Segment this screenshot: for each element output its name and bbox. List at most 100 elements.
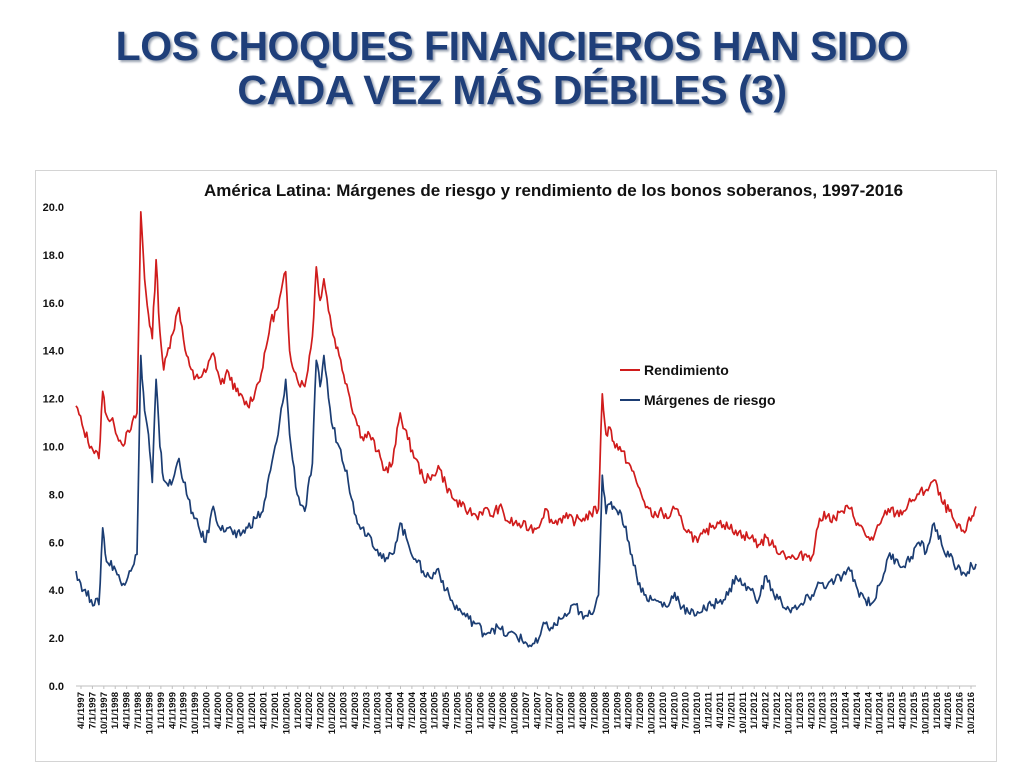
x-tick-label: 1/1/1999 — [156, 692, 167, 729]
x-tick-label: 7/1/2012 — [772, 692, 783, 729]
x-tick-label: 7/1/2007 — [544, 692, 555, 729]
x-tick-label: 4/1/2000 — [213, 692, 224, 729]
x-tick-label: 10/1/2014 — [875, 691, 886, 734]
x-tick-label: 10/1/2000 — [236, 692, 247, 734]
x-tick-label: 4/1/2007 — [532, 692, 543, 729]
x-tick-label: 7/1/2008 — [589, 692, 600, 729]
x-tick-label: 1/1/2002 — [293, 692, 304, 729]
x-tick-label: 10/1/2015 — [920, 691, 931, 734]
x-tick-label: 1/1/2001 — [247, 691, 258, 729]
slide-title-line2: CADA VEZ MÁS DÉBILES (3) — [237, 67, 787, 113]
x-tick-label: 4/1/2010 — [669, 692, 680, 729]
x-tick-label: 1/1/2016 — [932, 692, 943, 729]
x-tick-label: 10/1/2013 — [829, 692, 840, 734]
chart-area: América Latina: Márgenes de riesgo y ren… — [35, 170, 997, 762]
x-axis: 4/1/1997 7/1/1997 10/1/1997 1/1/1998 4/1/199… — [76, 685, 977, 734]
y-tick-label: 4.0 — [49, 585, 64, 597]
x-tick-label: 7/1/2000 — [224, 692, 235, 729]
y-tick-label: 16.0 — [43, 298, 64, 310]
x-tick-label: 10/1/1998 — [144, 692, 155, 734]
x-tick-label: 10/1/2006 — [510, 692, 521, 734]
x-tick-label: 10/1/2007 — [555, 692, 566, 734]
y-axis: 0.0 2.0 4.0 6.0 8.0 10.0 12.0 14.0 16.0 18.0 20.0 — [43, 202, 64, 693]
x-tick-label: 4/1/1997 — [76, 692, 87, 729]
x-tick-label: 7/1/2005 — [453, 691, 464, 729]
x-tick-label: 4/1/2012 — [761, 692, 772, 729]
y-tick-label: 2.0 — [49, 633, 64, 645]
x-tick-label: 4/1/1998 — [122, 692, 133, 729]
x-tick-label: 7/1/1999 — [179, 692, 190, 729]
legend: Rendimiento Márgenes de riesgo — [620, 362, 776, 408]
x-tick-label: 10/1/2011 — [738, 691, 749, 733]
legend-label: Márgenes de riesgo — [644, 392, 776, 408]
y-tick-label: 0.0 — [49, 681, 64, 693]
y-tick-label: 18.0 — [43, 250, 64, 262]
x-tick-label: 1/1/2004 — [384, 691, 395, 729]
x-tick-label: 7/1/2004 — [407, 691, 418, 729]
x-tick-label: 4/1/2008 — [578, 692, 589, 729]
x-tick-label: 1/1/2006 — [475, 692, 486, 729]
x-tick-label: 10/1/1997 — [99, 692, 110, 734]
x-tick-label: 1/1/1998 — [110, 692, 121, 729]
x-tick-label: 10/1/2004 — [418, 691, 429, 734]
x-tick-label: 4/1/2016 — [943, 692, 954, 729]
x-tick-label: 4/1/2009 — [624, 692, 635, 729]
x-tick-label: 1/1/2010 — [658, 692, 669, 729]
x-tick-label: 4/1/2004 — [395, 691, 406, 729]
x-tick-label: 1/1/2003 — [338, 692, 349, 729]
x-tick-label: 4/1/2014 — [852, 691, 863, 729]
x-tick-label: 1/1/2009 — [612, 692, 623, 729]
x-tick-label: 10/1/1999 — [190, 692, 201, 734]
x-tick-label: 10/1/2009 — [647, 692, 658, 734]
x-tick-label: 1/1/2012 — [749, 692, 760, 729]
legend-label: Rendimiento — [644, 362, 729, 378]
x-tick-label: 10/1/2010 — [692, 692, 703, 734]
x-tick-label: 1/1/2015 — [886, 691, 897, 729]
x-tick-label: 1/1/2007 — [521, 692, 532, 729]
slide-title: LOS CHOQUES FINANCIEROS HAN SIDO CADA VE… — [0, 24, 1024, 112]
x-tick-label: 4/1/2003 — [350, 692, 361, 729]
x-tick-label: 4/1/2011 — [715, 691, 726, 728]
line-chart: América Latina: Márgenes de riesgo y ren… — [43, 181, 977, 734]
x-tick-label: 10/1/2002 — [327, 692, 338, 734]
x-tick-label: 7/1/2014 — [863, 691, 874, 729]
x-tick-label: 4/1/2002 — [304, 692, 315, 729]
y-tick-label: 6.0 — [49, 537, 64, 549]
x-tick-label: 4/1/2015 — [898, 691, 909, 729]
x-tick-label: 7/1/2006 — [498, 692, 509, 729]
x-tick-label: 10/1/2012 — [783, 692, 794, 734]
series-line-margenes-de-riesgo — [75, 354, 977, 648]
y-tick-label: 14.0 — [43, 346, 64, 358]
x-tick-label: 4/1/2005 — [441, 691, 452, 729]
x-tick-label: 4/1/2001 — [259, 691, 270, 729]
x-tick-label: 1/1/2014 — [840, 691, 851, 729]
x-tick-label: 1/1/2013 — [795, 692, 806, 729]
x-tick-label: 7/1/1997 — [87, 692, 98, 729]
x-tick-label: 10/1/2005 — [464, 691, 475, 734]
series-line-rendimiento — [75, 210, 977, 562]
series-layer — [75, 210, 977, 648]
x-tick-label: 4/1/1999 — [167, 692, 178, 729]
x-tick-label: 1/1/2011 — [704, 691, 715, 728]
y-tick-label: 10.0 — [43, 442, 64, 454]
x-tick-label: 7/1/2003 — [361, 692, 372, 729]
chart-title: América Latina: Márgenes de riesgo y ren… — [204, 181, 903, 200]
x-tick-label: 10/1/2001 — [281, 691, 292, 734]
x-tick-label: 10/1/2008 — [601, 692, 612, 734]
y-tick-label: 12.0 — [43, 394, 64, 406]
x-tick-label: 7/1/2002 — [316, 692, 327, 729]
x-tick-label: 7/1/2009 — [635, 692, 646, 729]
x-tick-label: 4/1/2006 — [487, 692, 498, 729]
x-tick-label: 1/1/2000 — [202, 692, 213, 729]
x-tick-label: 10/1/2003 — [373, 692, 384, 734]
x-tick-label: 10/1/2016 — [966, 692, 977, 734]
x-tick-label: 7/1/2013 — [818, 692, 829, 729]
x-tick-label: 1/1/2008 — [567, 692, 578, 729]
x-tick-label: 1/1/2005 — [430, 691, 441, 729]
x-tick-label: 7/1/2016 — [955, 692, 966, 729]
x-tick-label: 4/1/2013 — [806, 692, 817, 729]
x-tick-label: 7/1/1998 — [133, 692, 144, 729]
y-tick-label: 20.0 — [43, 202, 64, 214]
x-tick-label: 7/1/2015 — [909, 691, 920, 729]
x-tick-label: 7/1/2011 — [726, 691, 737, 728]
